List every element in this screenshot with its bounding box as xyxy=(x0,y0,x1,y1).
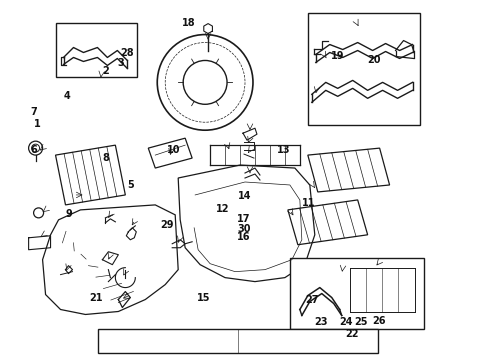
Text: 1: 1 xyxy=(34,120,41,129)
Text: 27: 27 xyxy=(306,295,319,305)
Text: 22: 22 xyxy=(345,329,358,339)
Text: 3: 3 xyxy=(117,58,124,68)
Text: 10: 10 xyxy=(168,144,181,154)
Text: 16: 16 xyxy=(237,232,251,242)
Bar xyxy=(98,329,378,353)
Text: 4: 4 xyxy=(63,91,70,101)
Text: 17: 17 xyxy=(237,215,251,224)
Text: 29: 29 xyxy=(160,220,173,230)
Text: 18: 18 xyxy=(182,18,196,28)
Text: 30: 30 xyxy=(237,224,251,234)
Text: 26: 26 xyxy=(372,316,386,326)
Text: 5: 5 xyxy=(127,180,134,190)
Text: 20: 20 xyxy=(368,55,381,65)
Text: 13: 13 xyxy=(277,144,291,154)
Text: 9: 9 xyxy=(66,209,73,219)
Text: 7: 7 xyxy=(30,107,37,117)
Text: 25: 25 xyxy=(355,317,368,327)
Text: 28: 28 xyxy=(120,48,134,58)
Text: 8: 8 xyxy=(102,153,109,163)
Text: 2: 2 xyxy=(102,66,109,76)
Text: 21: 21 xyxy=(89,293,103,303)
Text: 24: 24 xyxy=(339,317,352,327)
Bar xyxy=(290,258,424,329)
Text: 12: 12 xyxy=(216,204,230,214)
Text: 6: 6 xyxy=(30,144,37,154)
Text: 23: 23 xyxy=(314,317,327,327)
Text: 15: 15 xyxy=(196,293,210,303)
Text: 14: 14 xyxy=(238,191,252,201)
Bar xyxy=(308,13,419,125)
Text: 19: 19 xyxy=(331,51,344,61)
Text: 11: 11 xyxy=(302,198,315,208)
Bar xyxy=(55,23,137,77)
